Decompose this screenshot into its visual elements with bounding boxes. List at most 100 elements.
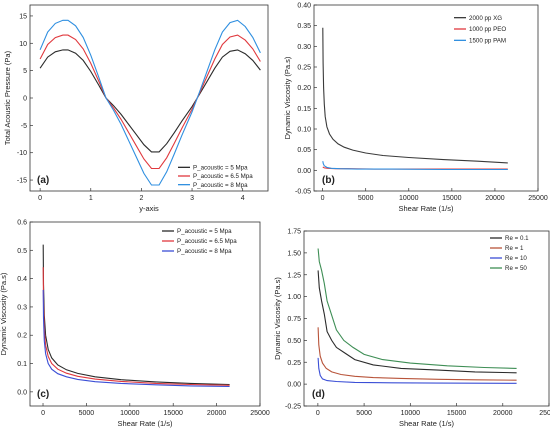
y-tick-label: 10 (19, 41, 27, 48)
legend-entry: P_acoustic = 6.5 Mpa (193, 173, 253, 180)
chart-panel-1: 0 1 2 3 4 -15 -10 -5 0 5 10 15 y-axis Total Acoustic … (3, 4, 269, 213)
legend-entry: P_acoustic = 5 Mpa (177, 228, 232, 235)
x-tick-label: 5000 (358, 195, 374, 202)
series-line (322, 161, 508, 171)
x-tick-label: 10000 (399, 195, 419, 202)
x-tick-label: 25000 (250, 410, 270, 417)
panels: 0 1 2 3 4 -15 -10 -5 0 5 10 15 y-axis Total Acoustic … (0, 3, 550, 429)
y-tick-label: 0 (23, 96, 27, 103)
x-tick-label: 0 (321, 195, 325, 202)
y-tick-label: 1.50 (287, 250, 301, 257)
x-tick-label: 10000 (401, 410, 421, 417)
x-tick-label: 20000 (485, 195, 505, 202)
x-tick-label: 5000 (79, 410, 95, 417)
series-line (317, 248, 517, 369)
x-tick-label: 10000 (120, 410, 140, 417)
series-line (39, 49, 261, 153)
legend-entry: 1500 pp PAM (469, 38, 506, 45)
y-tick-label: 0.4 (17, 276, 27, 283)
y-axis-label: Dynamic Viscosity (Pa.s) (0, 272, 8, 355)
series-line (39, 34, 261, 170)
x-axis-label: y-axis (139, 204, 159, 213)
y-tick-label: 1.75 (287, 229, 301, 236)
y-tick-label: 0.3 (17, 304, 27, 311)
series-line (39, 19, 261, 186)
y-tick-label: -10 (17, 150, 27, 157)
y-axis-label: Total Acoustic Pressure (Pa) (3, 50, 12, 145)
legend-entry: P_acoustic = 5 Mpa (193, 165, 248, 172)
x-tick-label: 15000 (442, 195, 462, 202)
y-tick-label: 0.1 (17, 361, 27, 368)
y-tick-label: 5 (23, 68, 27, 75)
panel-label: (a) (37, 175, 49, 186)
legend-entry: 1000 pp PEO (469, 26, 506, 33)
legend-entry: Re = 50 (505, 265, 527, 272)
x-axis-label: Shear Rate (1/s) (398, 204, 454, 213)
series-line (322, 27, 508, 164)
y-tick-label: 0.20 (297, 85, 311, 92)
chart-panel-2: 0 5000 10000 15000 20000 25000 -0.05 0.00 0.05 0.… (283, 3, 548, 214)
panel-label: (d) (312, 389, 325, 400)
x-tick-label: 4 (241, 195, 245, 202)
chart-panel-3: 0 5000 10000 15000 20000 25000 0.0 0.1 0.2 0.3 0.4… (0, 220, 270, 429)
x-tick-label: 1 (89, 195, 93, 202)
x-tick-label: 25000 (528, 195, 548, 202)
x-tick-label: 0 (38, 195, 42, 202)
series-line (317, 327, 517, 381)
plot-frame (313, 4, 539, 192)
panel-label: (c) (37, 389, 49, 400)
y-tick-label: 1.00 (287, 294, 301, 301)
y-tick-label: -5 (21, 123, 27, 130)
y-tick-label: 1.25 (287, 272, 301, 279)
legend: P_acoustic = 5 Mpa P_acoustic = 6.5 Mpa P_… (162, 228, 237, 255)
y-tick-label: 0.10 (297, 127, 311, 134)
y-tick-label: 0.75 (287, 316, 301, 323)
y-tick-label: 0.5 (17, 248, 27, 255)
legend-entry: Re = 10 (505, 255, 527, 262)
y-tick-label: 0.25 (287, 360, 301, 367)
legend-entry: Re = 1 (505, 245, 524, 252)
y-tick-label: 0.6 (17, 220, 27, 227)
x-tick-label: 15000 (163, 410, 183, 417)
y-axis-label: Dynamic Viscosity (Pa.s) (283, 56, 292, 139)
y-axis-label: Dynamic Viscosity (Pa.s) (273, 277, 282, 360)
y-tick-label: -0.05 (295, 189, 311, 196)
y-tick-label: 0.35 (297, 23, 311, 30)
y-tick-label: 0.40 (297, 3, 311, 10)
y-tick-label: 0.25 (297, 65, 311, 72)
y-tick-label: 0.05 (297, 147, 311, 154)
series-line (317, 357, 517, 384)
legend-entry: P_acoustic = 6.5 Mpa (177, 238, 237, 245)
y-tick-label: 0.15 (297, 106, 311, 113)
legend-entry: 2000 pp XG (469, 15, 502, 22)
x-tick-label: 0 (41, 410, 45, 417)
y-tick-label: 0.30 (297, 44, 311, 51)
panel-label: (b) (322, 175, 335, 186)
chart-panel-4: 0 5000 10000 15000 20000 25000 -0.25 0.00 0.25 0.… (273, 229, 550, 429)
legend: Re = 0.1 Re = 1 Re = 10 Re = 50 (490, 235, 529, 272)
x-axis-label: Shear Rate (1/s) (117, 419, 173, 428)
x-tick-label: 20000 (493, 410, 513, 417)
legend: 2000 pp XG 1000 pp PEO 1500 pp PAM (454, 15, 506, 45)
legend-entry: Re = 0.1 (505, 235, 529, 242)
series-line (42, 289, 230, 388)
x-tick-label: 5000 (356, 410, 372, 417)
plot-frame (29, 221, 261, 407)
y-tick-label: 0.00 (297, 168, 311, 175)
x-tick-label: 0 (316, 410, 320, 417)
y-tick-label: -15 (17, 178, 27, 185)
x-axis-label: Shear Rate (1/s) (399, 419, 455, 428)
series-line (317, 270, 517, 374)
legend-entry: P_acoustic = 8 Mpa (193, 182, 248, 189)
legend-entry: P_acoustic = 8 Mpa (177, 248, 232, 255)
y-tick-label: 0.50 (287, 338, 301, 345)
y-tick-label: 0.00 (287, 382, 301, 389)
y-tick-label: 0.2 (17, 333, 27, 340)
y-tick-label: 15 (19, 13, 27, 20)
x-tick-label: 20000 (207, 410, 227, 417)
x-tick-label: 25000 (539, 410, 550, 417)
y-tick-label: -0.25 (285, 404, 301, 411)
